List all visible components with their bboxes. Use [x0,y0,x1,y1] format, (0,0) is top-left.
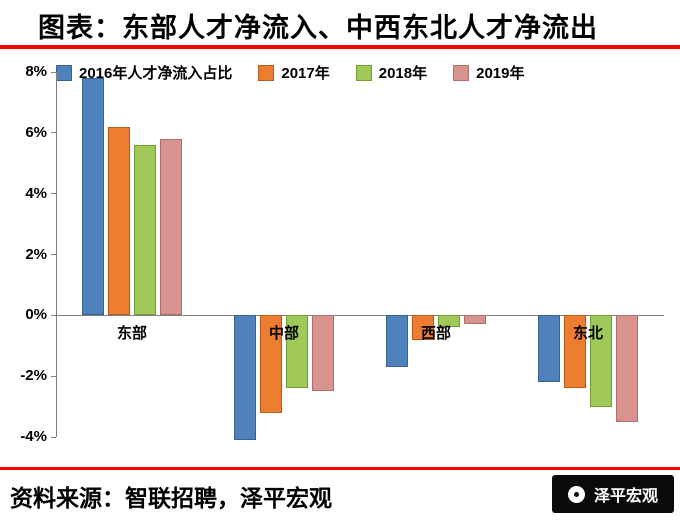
y-axis-tick [51,314,56,316]
legend-swatch-icon [258,64,275,81]
bar-2018年-中部 [286,315,308,389]
y-axis-tick-label: -2% [20,367,47,385]
category-label-中部: 中部 [268,325,299,343]
legend-item-2016年人才净流入占比: 2016年人才净流入占比 [56,62,232,83]
brand-logo: 泽平宏观 [551,475,674,513]
legend-label: 2019年 [476,65,525,82]
y-axis-tick-label: 8% [25,63,47,80]
chart-area: 2016年人才净流入占比 2017年 2018年 2019年 8% 6% 4% 2% 0% -2… [0,50,680,464]
brand-logo-label: 泽平宏观 [593,488,658,505]
legend-label: 2018年 [378,65,428,82]
brand-logo-icon [567,485,585,503]
legend-swatch-icon [56,64,72,81]
bar-2017年-东部 [108,126,130,316]
title-divider [0,45,680,49]
y-axis-tick-label: 4% [25,184,47,202]
bar-2017年-西部 [412,315,434,340]
legend-label: 2017年 [281,65,330,82]
category-label-东北: 东北 [572,325,603,343]
bar-2017年-东北 [564,315,586,389]
legend-item-2018年: 2018年 [355,62,428,83]
y-axis-tick-label: 0% [25,306,47,324]
legend-label: 2016年人才净流入占比 [79,65,233,82]
y-axis-tick-label: 6% [25,123,47,141]
y-axis-tick [51,193,56,195]
y-axis-line [56,72,57,437]
category-label-东部: 东部 [116,325,147,343]
bar-2016年人才净流入占比-东北 [538,315,560,383]
legend-swatch-icon [453,64,470,81]
y-axis-tick-label: 2% [25,245,47,263]
footer-divider [0,467,680,470]
bar-2018年-东部 [134,145,156,316]
legend-swatch-icon [355,64,372,81]
bar-2019年-东部 [160,138,182,316]
legend-item-2019年: 2019年 [453,62,525,83]
page-title: 图表：东部人才净流入、中西东北人才净流出 [38,13,598,43]
bar-2019年-东北 [616,315,638,422]
chart-legend: 2016年人才净流入占比 2017年 2018年 2019年 [56,62,525,83]
bar-2016年人才净流入占比-中部 [234,315,256,441]
y-axis-tick [51,254,56,255]
bar-2016年人才净流入占比-西部 [386,315,408,368]
source-note: 资料来源：智联招聘，泽平宏观 [10,485,332,511]
y-axis-tick [51,71,56,73]
bar-2018年-西部 [438,315,460,328]
bar-2016年人才净流入占比-东部 [82,78,104,316]
legend-item-2017年: 2017年 [258,62,330,83]
bar-2019年-中部 [312,315,334,392]
y-axis-tick-label: -4% [20,428,47,445]
y-axis-tick [51,436,56,438]
bar-2017年-中部 [260,315,282,413]
y-axis-tick [51,132,56,134]
category-label-西部: 西部 [420,325,451,343]
bar-2019年-西部 [464,315,486,325]
bar-2018年-东北 [590,315,612,407]
y-axis-tick [51,375,56,377]
x-axis-line [56,314,664,316]
